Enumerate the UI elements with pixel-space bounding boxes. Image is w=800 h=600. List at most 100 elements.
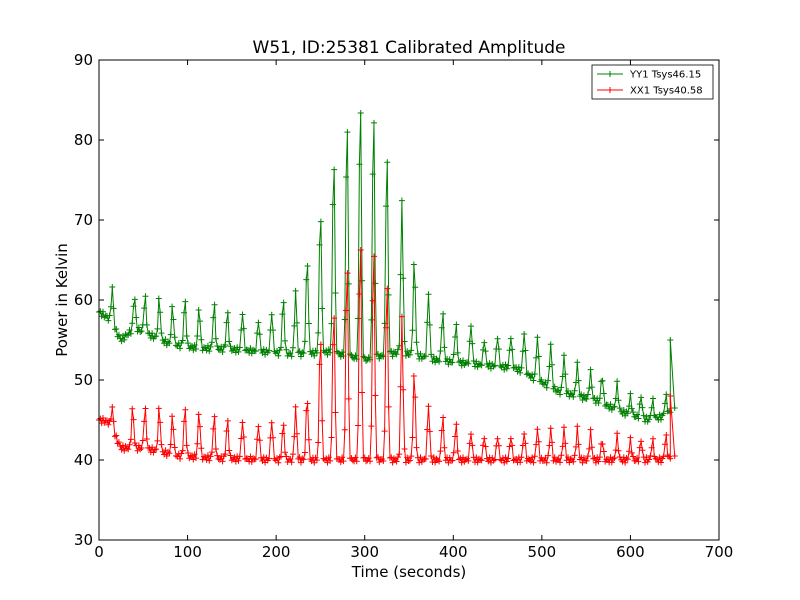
data-point xyxy=(608,459,615,466)
data-point xyxy=(582,395,589,402)
data-point xyxy=(667,455,674,462)
data-point xyxy=(627,390,634,397)
data-point xyxy=(599,377,606,384)
data-point xyxy=(506,347,513,354)
data-point xyxy=(656,411,663,418)
data-point xyxy=(194,332,201,339)
data-point xyxy=(300,350,307,357)
data-point xyxy=(203,347,210,354)
data-point xyxy=(462,456,469,463)
data-point xyxy=(283,346,290,353)
data-point xyxy=(212,446,219,453)
data-point xyxy=(317,341,324,348)
data-point xyxy=(196,423,203,430)
data-point xyxy=(367,458,374,465)
data-point xyxy=(646,456,653,463)
data-point xyxy=(409,434,416,441)
data-point xyxy=(355,315,362,322)
data-point xyxy=(170,316,177,323)
data-point xyxy=(449,359,456,366)
data-point xyxy=(477,456,484,463)
data-point xyxy=(339,454,346,461)
data-point xyxy=(588,444,595,451)
data-point xyxy=(604,401,611,408)
data-point xyxy=(155,295,162,302)
data-point xyxy=(510,364,517,371)
data-point xyxy=(384,285,391,292)
data-point xyxy=(460,357,467,364)
data-point xyxy=(490,363,497,370)
data-point xyxy=(454,448,461,455)
data-point xyxy=(636,401,643,408)
data-point xyxy=(296,348,303,355)
data-point xyxy=(426,321,433,328)
data-point xyxy=(384,159,391,166)
data-point xyxy=(268,311,275,318)
data-point xyxy=(170,426,177,433)
data-point xyxy=(371,119,378,126)
data-point xyxy=(109,403,116,410)
data-point xyxy=(158,330,165,337)
data-point xyxy=(293,430,300,437)
data-point xyxy=(409,327,416,334)
data-point xyxy=(389,353,396,360)
data-point xyxy=(292,403,299,410)
data-point xyxy=(575,441,582,448)
data-point xyxy=(465,457,472,464)
data-point xyxy=(619,458,626,465)
data-point xyxy=(406,351,413,358)
data-point xyxy=(543,459,550,466)
data-point xyxy=(584,391,591,398)
data-point xyxy=(323,455,330,462)
data-point xyxy=(131,440,138,447)
data-point xyxy=(317,218,324,225)
data-point xyxy=(236,453,243,460)
data-point xyxy=(371,253,378,260)
series-1 xyxy=(96,110,678,425)
data-point xyxy=(657,459,664,466)
data-point xyxy=(255,319,262,326)
data-point xyxy=(166,340,173,347)
data-point xyxy=(497,362,504,369)
data-point xyxy=(643,413,650,420)
data-point xyxy=(288,353,295,360)
data-point xyxy=(356,161,363,168)
data-point xyxy=(507,435,514,442)
data-point xyxy=(474,459,481,466)
data-point xyxy=(392,350,399,357)
data-point xyxy=(313,457,320,464)
data-point xyxy=(131,296,138,303)
data-point xyxy=(624,410,631,417)
data-point xyxy=(479,346,486,353)
data-point xyxy=(620,407,627,414)
data-point xyxy=(660,410,667,417)
data-point xyxy=(190,456,197,463)
data-point xyxy=(406,457,413,464)
data-point xyxy=(207,343,214,350)
data-point xyxy=(341,426,348,433)
data-point xyxy=(396,451,403,458)
data-point xyxy=(574,359,581,366)
data-point xyxy=(453,321,460,328)
data-point xyxy=(228,348,235,355)
data-point xyxy=(187,453,194,460)
data-point xyxy=(282,337,288,344)
data-point xyxy=(325,454,332,461)
data-point xyxy=(437,448,444,455)
data-point xyxy=(514,368,521,375)
data-point xyxy=(398,313,405,320)
data-point xyxy=(402,352,409,359)
data-point xyxy=(394,454,401,461)
data-point xyxy=(499,455,506,462)
data-point xyxy=(535,353,542,360)
data-point xyxy=(650,395,657,402)
data-point xyxy=(279,430,286,437)
data-point xyxy=(390,348,397,355)
data-point xyxy=(223,428,230,435)
data-point xyxy=(441,344,448,351)
data-point xyxy=(478,362,485,369)
data-point xyxy=(305,320,312,327)
data-point xyxy=(394,346,401,353)
data-point xyxy=(505,362,512,369)
data-point xyxy=(457,455,464,462)
